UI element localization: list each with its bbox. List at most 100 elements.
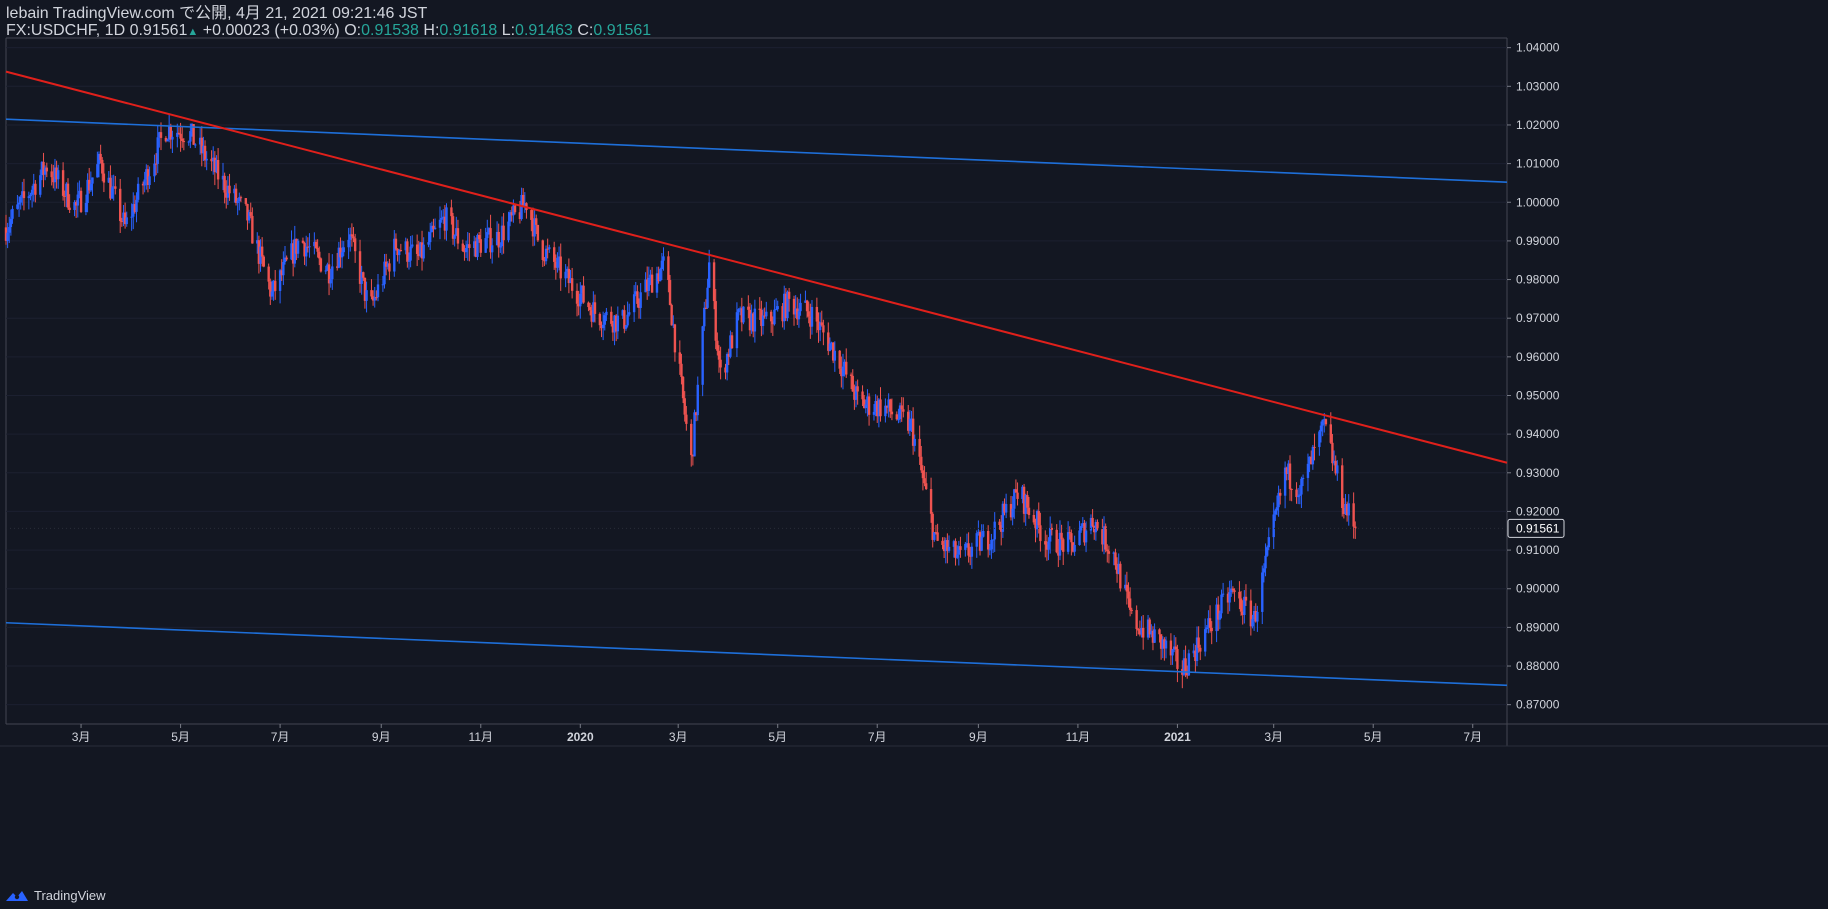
candle-body (536, 224, 540, 241)
publish-info: lebain TradingView.com で公開, 4月 21, 2021 … (6, 5, 427, 23)
candle-body (440, 217, 443, 220)
candle-body (1004, 504, 1008, 513)
candle-body (690, 423, 693, 456)
candle-body (1096, 521, 1099, 530)
candle-body (634, 291, 637, 295)
candle-body (79, 190, 83, 213)
candle-body (74, 202, 78, 206)
candle-body (101, 159, 104, 174)
candle-body (543, 259, 546, 262)
candle-body (476, 234, 479, 257)
candle-body (1141, 627, 1145, 638)
candle-body (980, 536, 983, 551)
time-tick-label: 11月 (1066, 730, 1090, 744)
candle-body (546, 248, 549, 250)
candle-body (141, 183, 145, 186)
candle-body (112, 186, 115, 188)
symbol-legend[interactable]: FX:USDCHF, 1D 0.91561▲ +0.00023 (+0.03%)… (6, 22, 651, 41)
candle-body (213, 157, 217, 173)
candle-body (66, 183, 70, 208)
candle-body (933, 532, 936, 540)
candle-body (267, 266, 270, 282)
candle-body (86, 179, 89, 203)
candle-body (828, 343, 832, 351)
candle-body (535, 218, 538, 225)
candle-body (1228, 592, 1231, 603)
candle-body (148, 176, 151, 186)
drawings (5, 70, 1508, 687)
candle-body (84, 202, 88, 213)
price-tick-label: 0.88000 (1516, 659, 1560, 673)
candle-body (866, 396, 869, 405)
candle-body (521, 194, 525, 207)
time-tick-label: 3月 (1264, 730, 1283, 744)
candle-body (701, 326, 704, 385)
price-tick-label: 0.96000 (1516, 350, 1560, 364)
candle-body (867, 396, 871, 415)
candle-body (924, 483, 928, 490)
candle-body (1231, 588, 1235, 591)
time-tick-label: 2021 (1164, 730, 1191, 744)
candle-body (988, 549, 992, 551)
candle-body (1130, 609, 1133, 611)
candle-body (564, 271, 567, 279)
candle-body (964, 543, 967, 550)
candle-body (1207, 618, 1210, 628)
candle-body (57, 170, 60, 180)
candle-body (166, 139, 169, 142)
candle-body (154, 163, 158, 165)
candle-body (569, 278, 572, 284)
candle-body (239, 197, 243, 199)
candle-body (399, 250, 403, 252)
candle-body (611, 323, 615, 333)
price-axis[interactable]: 1.04000 1.03000 1.02000 1.01000 1.00000 0.990… (1507, 41, 1560, 712)
candle-body (982, 530, 985, 537)
candle-body (1125, 584, 1129, 592)
candle-body (990, 539, 993, 550)
candle-body (464, 247, 468, 253)
candle-body (362, 272, 365, 278)
candle-body (397, 250, 401, 256)
candle-body (752, 313, 755, 332)
candle-body (360, 272, 363, 284)
candle-body (920, 456, 923, 471)
candle-body (703, 307, 706, 327)
candle-body (600, 325, 603, 329)
candle-body (993, 521, 996, 540)
candle-body (114, 186, 117, 189)
candle-body (290, 243, 293, 260)
candle-body (1298, 494, 1301, 496)
candle-body (89, 183, 93, 191)
candle-body (236, 201, 239, 203)
candle-body (272, 280, 275, 292)
candle-body (1186, 672, 1189, 676)
candle-body (358, 251, 362, 284)
candle-body (557, 256, 561, 258)
candle-body (1187, 653, 1191, 676)
candle-body (1081, 523, 1085, 527)
candle-body (97, 153, 101, 165)
candle-body (647, 277, 651, 291)
candle-body (406, 241, 409, 262)
candle-body (902, 409, 905, 412)
price-tick-label: 0.94000 (1516, 427, 1560, 441)
candle-body (342, 247, 345, 253)
candle-body (238, 197, 241, 202)
candle-body (133, 204, 137, 212)
candle-body (29, 194, 32, 197)
candle-body (1022, 486, 1026, 514)
time-axis[interactable]: 3月 5月 7月 9月 11月 2020 3月 5月 7月 9月 11月 2021 3月 5月 7月 (72, 724, 1482, 744)
tradingview-logo[interactable]: TradingView (5, 888, 106, 903)
candle-body (167, 126, 171, 140)
candle-body (1078, 530, 1081, 546)
candle-body (738, 308, 742, 310)
candle-body (388, 263, 391, 272)
candle-body (685, 414, 688, 424)
candle-body (645, 279, 649, 291)
candle-body (30, 189, 34, 195)
candle-body (349, 234, 352, 240)
candle-body (712, 262, 716, 302)
candle-body (19, 196, 22, 203)
candle-body (324, 270, 327, 272)
